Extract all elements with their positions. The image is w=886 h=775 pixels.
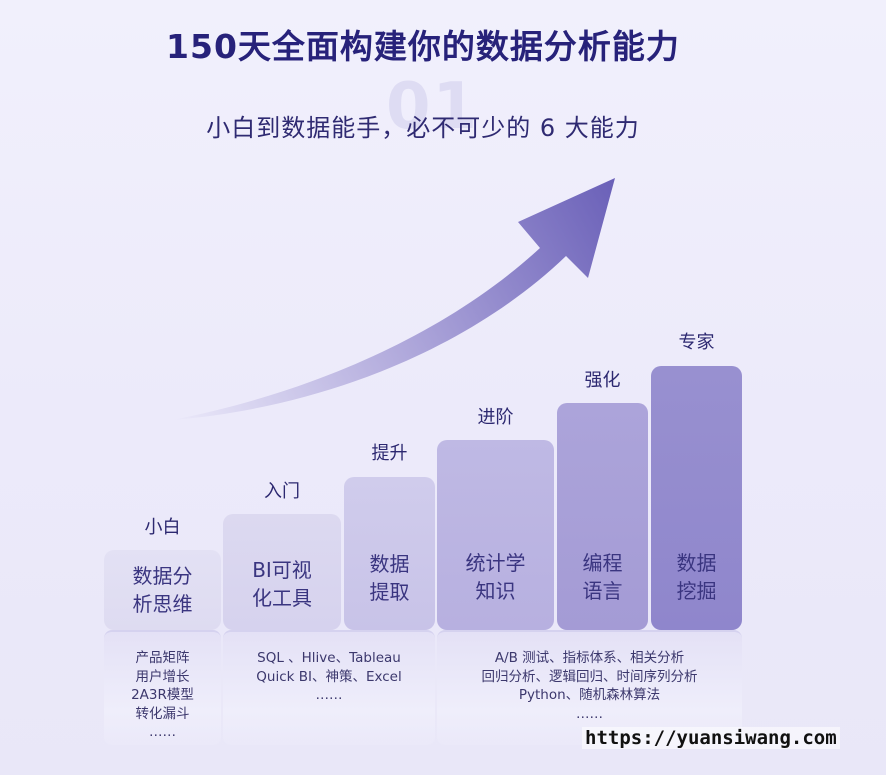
skill-label: 统计学 知识 bbox=[465, 551, 526, 603]
detail-line: Python、随机森林算法 bbox=[518, 687, 661, 703]
page-subtitle: 小白到数据能手，必不可少的 6 大能力 bbox=[206, 114, 640, 142]
stage-label-expert: 专家 bbox=[678, 332, 715, 353]
detail-line: A/B 测试、指标体系、相关分析 bbox=[494, 650, 685, 666]
level-bar-data-extraction: 数据 提取 bbox=[344, 477, 435, 630]
detail-line: 用户增长 bbox=[135, 668, 190, 685]
detail-panel-advanced: A/B 测试、指标体系、相关分析 回归分析、逻辑回归、时间序列分析 Python… bbox=[437, 630, 742, 745]
skill-label: 数据 挖掘 bbox=[676, 551, 717, 603]
skill-label: BI可视 化工具 bbox=[252, 558, 312, 610]
stage-label-improve: 提升 bbox=[371, 443, 408, 464]
stage-label-advanced: 进阶 bbox=[477, 407, 514, 428]
skill-label: 数据 提取 bbox=[369, 551, 410, 604]
page-title: 150天全面构建你的数据分析能力 bbox=[166, 27, 680, 66]
detail-line: 产品矩阵 bbox=[135, 650, 190, 666]
stage-label-beginner: 小白 bbox=[144, 517, 181, 538]
skill-label: 编程 语言 bbox=[582, 550, 623, 603]
detail-line: …… bbox=[315, 687, 343, 703]
detail-line: Quick BI、神策、Excel bbox=[256, 668, 402, 685]
detail-line: 转化漏斗 bbox=[135, 705, 190, 722]
stage-label-entry: 入门 bbox=[264, 481, 300, 502]
level-bar-analysis-thinking: 数据分 析思维 bbox=[104, 550, 221, 630]
level-bar-statistics: 统计学 知识 bbox=[437, 440, 554, 630]
detail-line: SQL 、Hlive、Tableau bbox=[257, 650, 401, 666]
level-bar-data-mining: 数据 挖掘 bbox=[651, 366, 742, 630]
stage-label-strengthen: 强化 bbox=[584, 370, 621, 391]
detail-line: …… bbox=[576, 705, 603, 722]
section-number-watermark: 01 bbox=[386, 70, 480, 144]
level-bar-programming: 编程 语言 bbox=[557, 403, 648, 630]
level-bar-bi-tools: BI可视 化工具 bbox=[223, 514, 341, 630]
detail-panel-tools: SQL 、Hlive、Tableau Quick BI、神策、Excel …… bbox=[223, 630, 435, 745]
detail-line: 2A3R模型 bbox=[131, 687, 194, 703]
watermark-url: https://yuansiwang.com bbox=[582, 727, 840, 749]
skill-label: 数据分 析思维 bbox=[132, 564, 193, 616]
detail-panel-analysis: 产品矩阵 用户增长 2A3R模型 转化漏斗 …… bbox=[104, 630, 221, 745]
detail-line: …… bbox=[149, 724, 176, 740]
detail-line: 回归分析、逻辑回归、时间序列分析 bbox=[481, 668, 698, 685]
